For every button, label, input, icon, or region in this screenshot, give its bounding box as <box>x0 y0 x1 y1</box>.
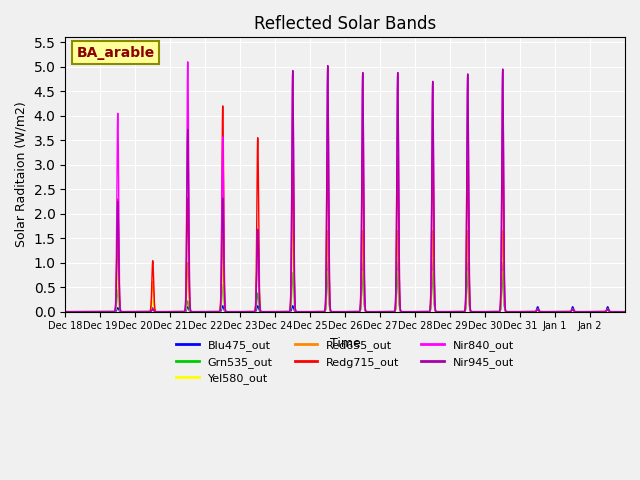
Text: BA_arable: BA_arable <box>76 46 155 60</box>
Legend: Blu475_out, Grn535_out, Yel580_out, Red655_out, Redg715_out, Nir840_out, Nir945_: Blu475_out, Grn535_out, Yel580_out, Red6… <box>172 336 518 388</box>
Title: Reflected Solar Bands: Reflected Solar Bands <box>254 15 436 33</box>
X-axis label: Time: Time <box>330 337 360 350</box>
Y-axis label: Solar Raditaion (W/m2): Solar Raditaion (W/m2) <box>15 102 28 247</box>
